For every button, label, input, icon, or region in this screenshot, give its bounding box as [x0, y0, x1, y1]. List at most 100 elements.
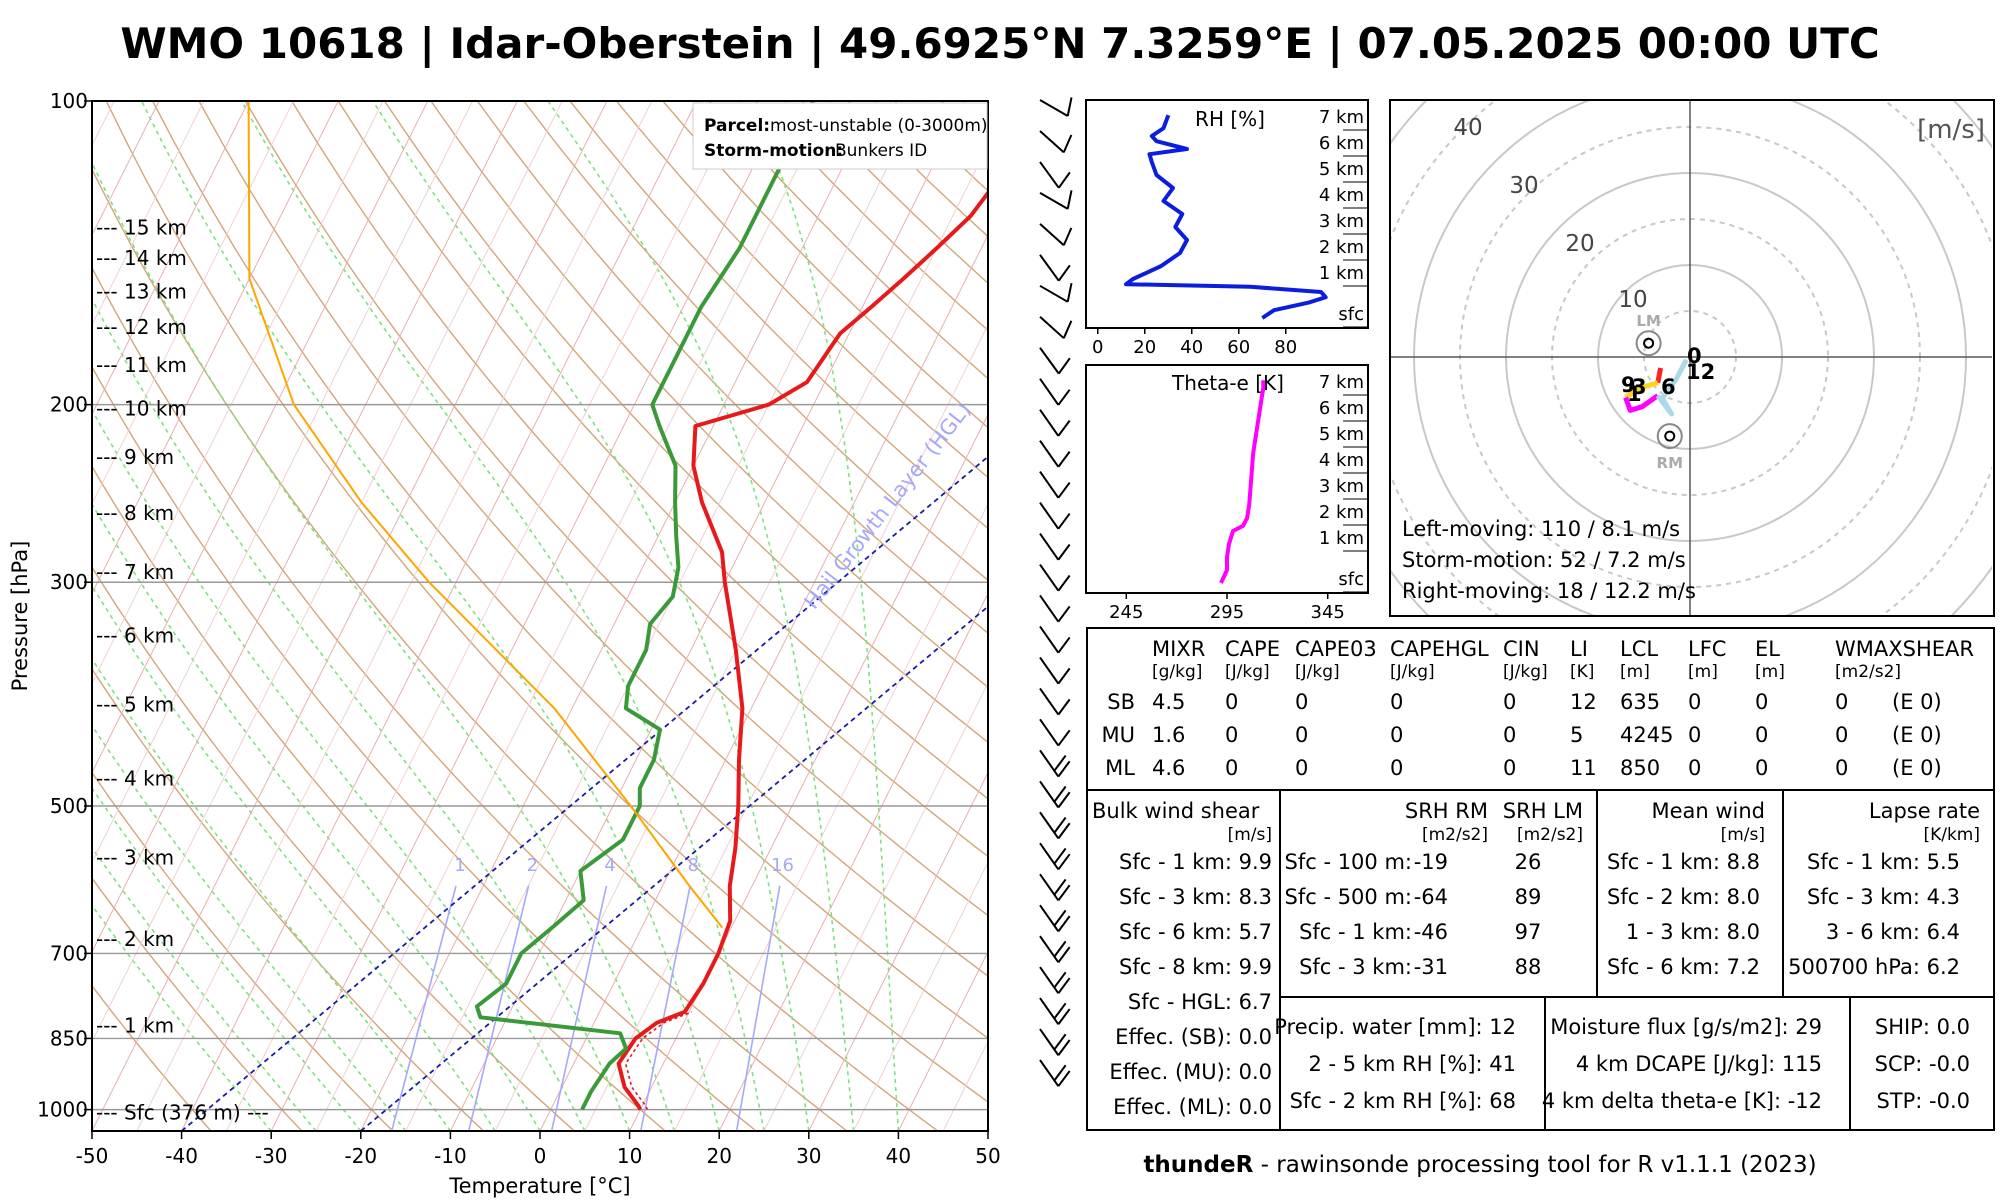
height-label: --- 7 km — [96, 560, 174, 584]
wind-barb-flag — [1053, 816, 1067, 834]
wind-barb-staff — [1039, 378, 1060, 406]
wind-barb — [1039, 190, 1073, 210]
wind-barb-flag — [1057, 884, 1071, 902]
height-label: --- 8 km — [96, 501, 174, 525]
panel-height-label: 2 km — [1319, 502, 1364, 523]
page-title: WMO 10618 | Idar-Oberstein | 49.6925°N 7… — [120, 19, 1879, 68]
wind-barb-flag — [1057, 264, 1071, 282]
wind-barb-flag — [1053, 1033, 1067, 1051]
wind-barb-flag — [1057, 977, 1071, 994]
isotherm — [92, 101, 250, 416]
storm-motion-dot — [1643, 337, 1655, 349]
rh-profile-panel: RH [%] 0 20 40 60 80 7 km 6 km 5 km 4 km 3 km 2 km… — [1085, 99, 1369, 358]
lapse-rate-row: Sfc - 1 km: 5.5 — [1807, 850, 1960, 874]
hgl-line — [181, 455, 988, 1131]
height-label: --- 12 km — [96, 315, 187, 339]
wind-barb-flag — [1057, 822, 1071, 840]
parameters-table: MIXR CAPE CAPE03 CAPEHGL CIN LI LCL LFC EL WMAXSH… — [1086, 627, 1995, 1131]
wind-barb — [1039, 625, 1071, 654]
misc-row: 4 km DCAPE [J/kg]: 115 — [1576, 1052, 1822, 1076]
wind-barb-staff — [1039, 532, 1060, 561]
moist-adiabat — [92, 786, 362, 1131]
srh-rm-value: -19 — [1414, 850, 1448, 874]
height-label: --- 10 km — [96, 397, 187, 421]
param-cell: 0 — [1755, 756, 1768, 780]
height-label: --- 4 km — [96, 766, 174, 790]
index-row: SCP: -0.0 — [1875, 1052, 1970, 1076]
param-cell: 0 — [1390, 723, 1403, 747]
moist-adiabat — [92, 161, 676, 1131]
wind-barb-flag — [1057, 729, 1071, 747]
wind-barb-staff — [1039, 873, 1060, 901]
parcel-legend: Parcel: most-unstable (0-3000m) Storm-mo… — [692, 102, 988, 170]
isotherm — [92, 101, 563, 1043]
mixing-ratio-line — [390, 885, 457, 1131]
isotherm — [92, 101, 518, 953]
mixing-ratio-line — [639, 885, 691, 1131]
wind-barb-staff — [1039, 254, 1060, 282]
height-label: --- 2 km — [96, 927, 174, 951]
index-row: STP: -0.0 — [1876, 1089, 1970, 1113]
x-tick-label: -30 — [255, 1144, 288, 1168]
wind-barb-flag — [1057, 451, 1071, 468]
panel-height-label: 5 km — [1319, 424, 1364, 445]
param-unit: [K] — [1570, 662, 1594, 682]
panel-x-tick-label: 20 — [1133, 337, 1156, 358]
footer-credit: thundeR - rawinsonde processing tool for… — [1143, 1152, 1816, 1178]
dry-adiabat — [92, 876, 303, 1131]
lapse-rate-unit: [K/km] — [1923, 825, 1980, 845]
wind-barb-staff — [1039, 935, 1060, 963]
param-cell: (E 0) — [1892, 690, 1942, 714]
storm-motion-label: LM — [1636, 312, 1661, 330]
wind-barb-flag — [1057, 667, 1071, 685]
isotherm — [92, 101, 205, 326]
srh-lm-unit: [m2/s2] — [1517, 825, 1583, 845]
x-tick-label: 40 — [886, 1144, 911, 1168]
moist-adiabat — [92, 297, 631, 1131]
height-label: --- 14 km — [96, 246, 187, 270]
isotherm — [92, 101, 294, 505]
wind-barb — [1039, 563, 1071, 592]
wind-barb-flag — [1057, 357, 1071, 375]
wind-barb-staff — [1039, 811, 1060, 840]
param-row-label: SB — [1107, 690, 1135, 714]
panel-height-label: 6 km — [1319, 133, 1364, 154]
param-header: LFC — [1688, 637, 1726, 661]
srh-row-label: Sfc - 500 m: — [1285, 885, 1413, 909]
wind-barb-flag — [1057, 512, 1071, 530]
param-header: LI — [1570, 637, 1588, 661]
srh-lm-value: 88 — [1515, 955, 1542, 979]
param-cell: 0 — [1225, 756, 1238, 780]
wind-barb-flag — [1053, 1002, 1067, 1020]
wind-barb — [1039, 935, 1071, 963]
isotherm — [897, 950, 988, 1131]
mean-wind-unit: [m/s] — [1721, 825, 1765, 845]
shear-row: Sfc - 3 km: 8.3 — [1119, 885, 1272, 909]
wind-barb-flag — [1057, 698, 1071, 716]
isotherm — [405, 101, 922, 1131]
panel-x-tick-label: 60 — [1227, 337, 1250, 358]
wind-barb-staff — [1039, 718, 1060, 747]
x-tick-label: -20 — [344, 1144, 377, 1168]
hodograph-ring-label: 20 — [1565, 231, 1594, 257]
misc-row: Sfc - 2 km RH [%]: 68 — [1290, 1089, 1516, 1113]
wind-barb-staff — [1039, 594, 1060, 623]
panel-x-tick-label: 80 — [1274, 337, 1297, 358]
isotherm — [92, 101, 339, 595]
wind-barb — [1039, 718, 1071, 747]
storm-motion-label: RM — [1657, 454, 1683, 472]
panel-x-tick-label: 0 — [1092, 337, 1103, 358]
misc-row: 4 km delta theta-e [K]: -12 — [1542, 1089, 1822, 1113]
panel-profile-line — [1219, 380, 1266, 584]
hodograph-height-label: 12 — [1686, 360, 1715, 384]
lapse-rate-row: Sfc - 3 km: 4.3 — [1807, 885, 1960, 909]
panel-height-label: 5 km — [1319, 159, 1364, 180]
wind-barb-flag — [1057, 791, 1071, 809]
param-cell: 4245 — [1620, 723, 1673, 747]
wind-barb-staff — [1039, 471, 1060, 499]
param-unit: [J/kg] — [1503, 662, 1548, 682]
parcel-label: Parcel: — [704, 116, 770, 136]
param-cell: 4.6 — [1152, 756, 1185, 780]
panel-height-label: 2 km — [1319, 237, 1364, 258]
